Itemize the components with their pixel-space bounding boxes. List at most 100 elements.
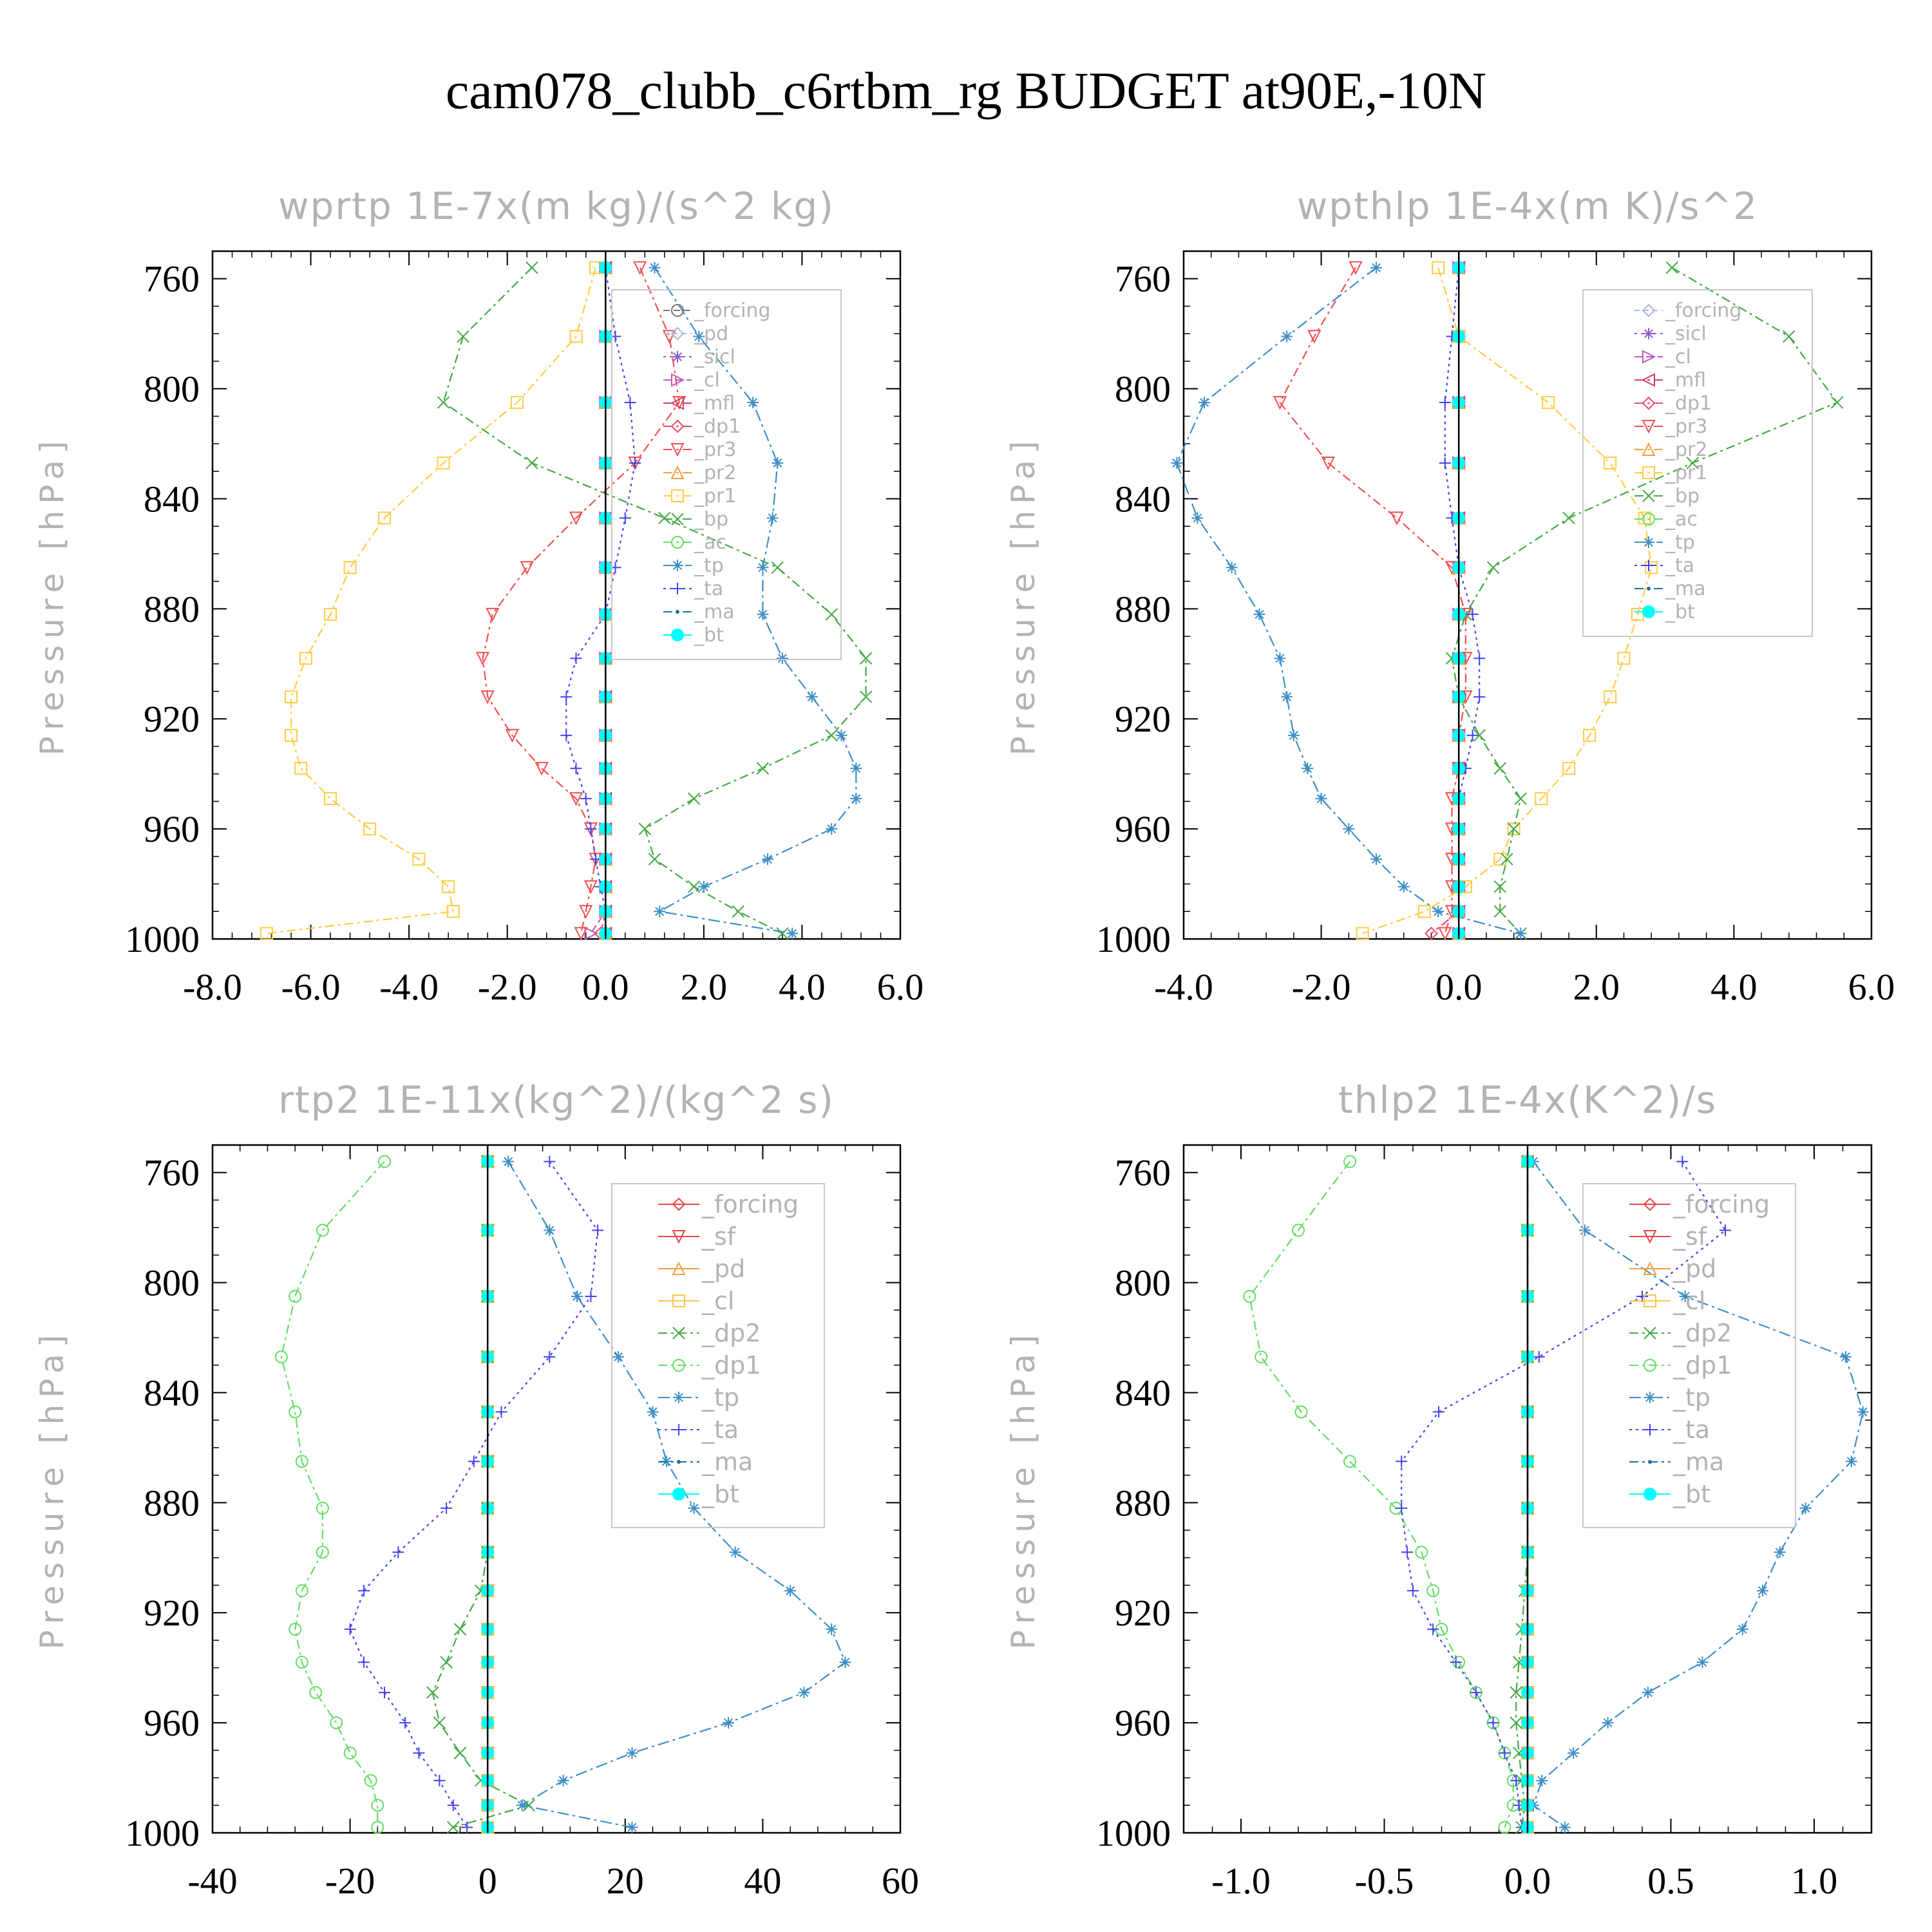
legend-label: _ma	[701, 1448, 753, 1476]
data-point	[839, 1656, 851, 1669]
data-point	[859, 652, 873, 665]
legend-marker	[1643, 560, 1654, 571]
data-point	[1567, 1747, 1580, 1759]
data-point	[1642, 1687, 1654, 1699]
legend-box	[611, 1183, 825, 1528]
data-point	[399, 1717, 412, 1729]
y-axis-label: Pressure [hPa]	[33, 435, 71, 756]
data-point	[1273, 395, 1287, 410]
data-point	[260, 927, 273, 940]
legend-label: _dp1	[694, 415, 741, 438]
data-point	[378, 511, 391, 525]
data-point	[626, 1747, 638, 1759]
data-point	[1493, 762, 1506, 775]
data-point	[850, 793, 862, 805]
legend-marker	[672, 1197, 686, 1211]
y-tick-label: 760	[1115, 1152, 1171, 1194]
data-point	[798, 1687, 810, 1699]
x-tick-label: -1.0	[1211, 1860, 1271, 1902]
y-tick-label: 880	[144, 1482, 200, 1524]
data-point	[662, 330, 677, 344]
legend-marker	[672, 1488, 685, 1501]
series_pr1	[260, 261, 603, 940]
legend-marker	[673, 1424, 685, 1435]
legend-label: _pr3	[1665, 415, 1707, 438]
series-line	[507, 1161, 846, 1828]
series-line	[1279, 267, 1466, 934]
panel-title: rtp2 1E-11x(kg^2)/(kg^2 s)	[278, 1078, 835, 1122]
data-point	[1774, 1546, 1786, 1558]
legend-marker	[672, 1261, 686, 1275]
data-point	[1514, 792, 1528, 805]
x-tick-label: 1.0	[1791, 1860, 1838, 1902]
series_bp	[1445, 261, 1844, 940]
series-line	[1249, 1160, 1514, 1828]
data-point	[440, 1656, 453, 1669]
data-point	[1507, 822, 1520, 835]
data-point	[447, 1821, 460, 1834]
legend-marker	[672, 1327, 685, 1340]
data-point	[371, 1799, 384, 1812]
data-point	[1415, 1546, 1428, 1559]
data-point	[1417, 905, 1431, 918]
legend-label: _cl	[694, 369, 720, 392]
x-tick-label: 0.0	[1504, 1860, 1551, 1902]
y-axis-label: Pressure [hPa]	[33, 1329, 71, 1650]
legend-label: _pd	[694, 323, 728, 345]
legend-label: _bt	[701, 1480, 739, 1508]
data-point	[324, 607, 337, 621]
data-point	[560, 729, 573, 741]
data-point	[583, 880, 598, 895]
data-point	[1783, 330, 1795, 343]
data-point	[426, 1686, 439, 1699]
data-point	[1294, 1405, 1308, 1419]
series-line	[349, 1160, 599, 1828]
data-point	[1466, 729, 1479, 741]
legend-marker	[672, 1359, 685, 1372]
legend-marker	[1642, 442, 1656, 456]
plot-frame	[211, 250, 902, 940]
data-point	[1473, 729, 1486, 742]
data-point	[363, 822, 377, 836]
data-point	[1473, 691, 1486, 703]
data-point	[772, 457, 784, 469]
x-tick-label: 4.0	[779, 966, 826, 1008]
data-point	[516, 1799, 528, 1812]
data-point	[1679, 1290, 1691, 1302]
legend-marker	[670, 443, 685, 457]
series_dp1	[274, 1155, 391, 1834]
data-point	[433, 1774, 446, 1786]
data-point	[535, 762, 549, 776]
data-point	[544, 1155, 556, 1168]
data-point	[1501, 853, 1513, 866]
x-tick-label: -8.0	[183, 966, 242, 1008]
series_dp1	[594, 261, 612, 940]
legend-label: _forcing	[701, 1190, 799, 1218]
data-point	[1274, 652, 1286, 665]
data-point	[571, 1290, 583, 1302]
data-point	[295, 1584, 308, 1598]
data-point	[570, 762, 582, 775]
legend-label: _cl	[1665, 346, 1691, 368]
x-tick-label: -2.0	[478, 966, 537, 1008]
data-point	[1510, 1774, 1522, 1786]
legend-label: _dp2	[1672, 1319, 1732, 1347]
data-point	[1486, 561, 1500, 574]
series-line	[280, 1160, 385, 1828]
data-point	[1510, 1686, 1522, 1699]
data-point	[825, 608, 838, 621]
legend-label: _mfl	[694, 392, 735, 415]
legend-box	[1582, 289, 1813, 637]
legend-marker	[671, 629, 684, 641]
legend-box	[611, 289, 842, 660]
data-point	[309, 1686, 323, 1700]
x-tick-label: 60	[882, 1860, 919, 1902]
legend-marker	[672, 1230, 686, 1244]
data-point	[1226, 562, 1238, 574]
panel-title: thlp2 1E-4x(K^2)/s	[1338, 1078, 1717, 1122]
data-point	[687, 792, 701, 805]
legend-marker	[1643, 1197, 1657, 1211]
data-point	[510, 395, 524, 409]
data-point	[1676, 1155, 1689, 1168]
y-tick-label: 840	[144, 1372, 200, 1414]
